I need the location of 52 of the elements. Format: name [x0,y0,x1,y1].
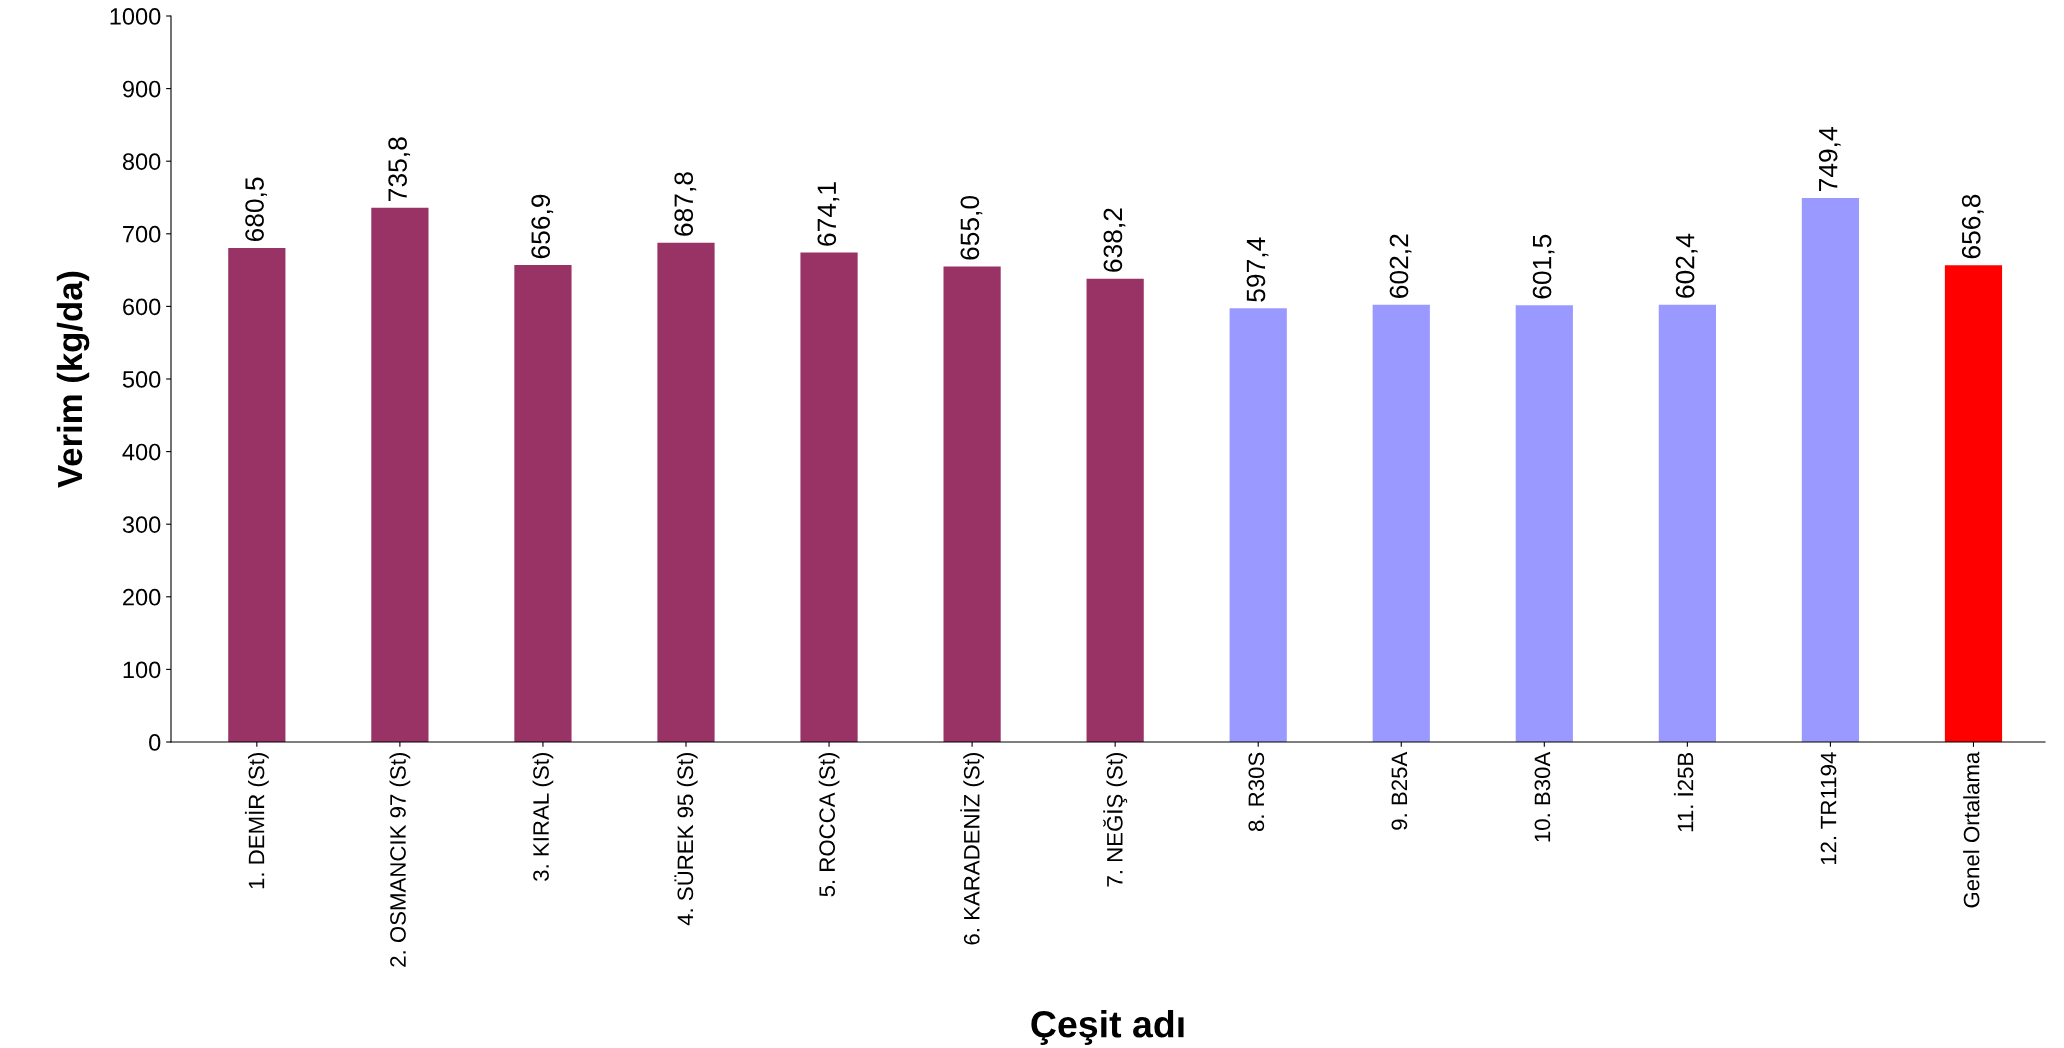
bar [657,242,715,742]
bar [1086,278,1144,742]
x-tick-label: 11. İ25B [1673,752,1694,832]
x-tick-label: 1. DEMİR (St) [244,753,269,889]
bar [228,247,286,742]
y-tick-label: 300 [122,516,161,533]
y-tick-label: 700 [123,225,161,243]
x-tick-label: 7. NEĞİŞ (St) [1103,753,1128,887]
x-tick-label: 8. R30S [1248,752,1265,832]
y-tick-label: 600 [123,298,161,316]
bar [1515,305,1573,742]
x-axis-title: Çeşit adı [1031,1010,1184,1045]
x-tick-label: Genel Ortalama [1963,751,1980,908]
data-label: 597,4 [1246,237,1269,302]
bar [1801,197,1860,742]
bar [943,266,1001,742]
x-tick-label: 12. TR1194 [1820,752,1837,865]
y-tick-label: 400 [122,443,161,461]
y-tick-label: 800 [122,153,161,170]
x-tick-label: 6. KARADENİZ (St) [960,753,984,945]
y-tick-label: 1000 [110,8,161,25]
bar [800,252,858,742]
x-tick-label: 3. KIRAL (St) [532,753,554,881]
data-label: 601,5 [1532,234,1555,299]
y-tick-label: 100 [123,661,161,679]
bar [1658,304,1716,742]
x-tick-label: 2. OSMANCIK 97 (St) [389,753,411,967]
y-tick-label: 200 [123,588,161,606]
y-tick-label: 500 [122,371,161,388]
bar [371,207,429,742]
y-tick-label: 0 [149,734,161,751]
data-label: 674,1 [817,182,840,246]
bar [1229,308,1287,742]
data-label: 735,8 [388,137,411,201]
bar [1372,304,1430,742]
data-label: 680,5 [245,177,268,242]
data-label: 638,2 [1103,208,1126,272]
x-tick-label: 10. B30A [1534,751,1551,842]
x-tick-label: 5. ROCCA (St) [818,753,840,897]
data-label: 749,4 [1818,127,1841,192]
data-label: 655,0 [960,195,983,260]
data-label: 602,2 [1389,234,1412,298]
data-label: 656,8 [1961,194,1984,259]
x-tick-label: 9. B25A [1391,751,1408,830]
bar [514,265,572,742]
data-label: 602,4 [1675,233,1698,298]
y-axis-title: Verim (kg/da) [56,271,90,488]
bar [1944,265,2003,742]
x-tick-label: 4. SÜREK 95 (St) [674,753,698,926]
data-label: 656,9 [531,194,554,259]
y-tick-label: 900 [122,80,161,98]
data-label: 687,8 [674,172,697,236]
